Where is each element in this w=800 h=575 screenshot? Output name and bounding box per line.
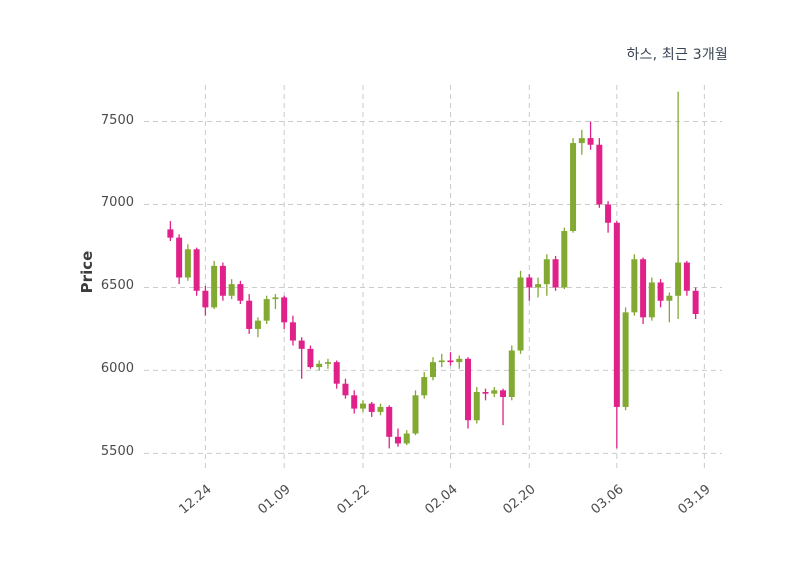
candle-body bbox=[351, 395, 358, 409]
candle-body bbox=[228, 284, 235, 296]
candle-body bbox=[403, 433, 410, 444]
candle-body bbox=[657, 282, 664, 301]
candle-body bbox=[648, 282, 655, 318]
candle-body bbox=[237, 284, 244, 301]
candle-body bbox=[500, 390, 507, 397]
candle-body bbox=[596, 144, 603, 205]
candle-body bbox=[202, 290, 209, 308]
candle-body bbox=[482, 392, 489, 394]
candle-body bbox=[526, 277, 533, 288]
candle-body bbox=[430, 362, 436, 378]
candle-body bbox=[508, 350, 515, 397]
candle-body bbox=[552, 259, 559, 288]
candle-body bbox=[342, 383, 349, 396]
candle-body bbox=[683, 262, 690, 291]
candle-body bbox=[377, 406, 384, 412]
candle-body bbox=[263, 299, 270, 321]
candle-body bbox=[272, 297, 279, 300]
candle-body bbox=[491, 390, 498, 394]
candle-body bbox=[561, 231, 568, 288]
candle-body bbox=[421, 377, 428, 396]
candle-body bbox=[666, 295, 673, 301]
candle-body bbox=[193, 249, 200, 291]
candle-body bbox=[324, 362, 331, 364]
candle-body bbox=[605, 204, 612, 223]
candle-body bbox=[517, 277, 524, 351]
candle-body bbox=[570, 143, 577, 232]
candle-body bbox=[333, 362, 340, 384]
candle-body bbox=[447, 360, 454, 363]
candle-body bbox=[587, 138, 594, 145]
candle-body bbox=[368, 403, 375, 412]
candle-body bbox=[386, 406, 393, 437]
candle-body bbox=[298, 340, 305, 349]
candle-body bbox=[307, 348, 314, 368]
candle-body bbox=[578, 138, 585, 144]
candle-body bbox=[465, 358, 472, 421]
chart-title: 하스, 최근 3개월 bbox=[626, 47, 728, 63]
candle-body bbox=[394, 436, 401, 444]
candle-body bbox=[412, 395, 419, 434]
candle-body bbox=[622, 312, 629, 407]
candle-body bbox=[631, 259, 638, 313]
candle-body bbox=[613, 222, 620, 407]
candle-body bbox=[456, 358, 463, 363]
candle-body bbox=[543, 259, 550, 285]
candle-body bbox=[640, 259, 647, 318]
candle-body bbox=[176, 237, 183, 278]
candle-body bbox=[438, 360, 445, 363]
candle-body bbox=[246, 300, 253, 329]
candle-body bbox=[289, 322, 296, 341]
candle-body bbox=[473, 392, 480, 421]
candle-body bbox=[535, 284, 542, 288]
candle-body bbox=[219, 265, 226, 296]
candle-body bbox=[211, 265, 218, 308]
candle-body bbox=[692, 290, 699, 315]
candle-body bbox=[167, 229, 174, 238]
candle-body bbox=[184, 249, 191, 278]
candle-body bbox=[316, 363, 323, 368]
candle-body bbox=[675, 262, 682, 296]
candle-body bbox=[254, 320, 261, 329]
candle-body bbox=[281, 297, 288, 323]
candle-body bbox=[359, 403, 366, 409]
